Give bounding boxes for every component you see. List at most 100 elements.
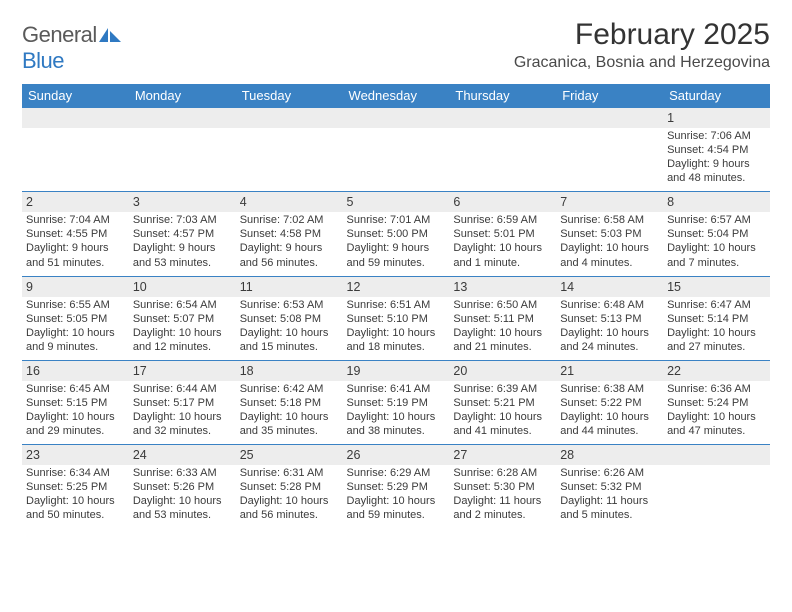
month-title: February 2025 (514, 18, 770, 52)
day-info-line: and 29 minutes. (26, 424, 125, 438)
day-body-cell (22, 128, 129, 192)
day-info-line: and 56 minutes. (240, 256, 339, 270)
day-info-line: Sunset: 5:07 PM (133, 312, 232, 326)
day-info-line: Sunrise: 6:48 AM (560, 298, 659, 312)
day-info-line: Sunrise: 6:26 AM (560, 466, 659, 480)
day-info-line: Sunrise: 6:50 AM (453, 298, 552, 312)
weekday-header: Tuesday (236, 84, 343, 108)
day-info-line: Daylight: 10 hours (26, 410, 125, 424)
day-number (449, 108, 556, 125)
day-info-line: Sunset: 5:24 PM (667, 396, 766, 410)
day-number: 7 (556, 192, 663, 212)
day-body-cell: Sunrise: 6:50 AMSunset: 5:11 PMDaylight:… (449, 297, 556, 361)
day-number: 12 (343, 277, 450, 297)
day-info-line: Daylight: 10 hours (133, 326, 232, 340)
day-info-line: and 56 minutes. (240, 508, 339, 522)
day-info-line: Sunrise: 6:55 AM (26, 298, 125, 312)
day-info-line: Sunrise: 6:33 AM (133, 466, 232, 480)
day-info-line: Daylight: 10 hours (453, 241, 552, 255)
day-info-line: Sunset: 5:19 PM (347, 396, 446, 410)
day-info-line: Sunrise: 6:45 AM (26, 382, 125, 396)
day-body: Sunrise: 6:26 AMSunset: 5:32 PMDaylight:… (556, 465, 663, 528)
calendar-week-body-row: Sunrise: 6:34 AMSunset: 5:25 PMDaylight:… (22, 465, 770, 528)
day-body-cell: Sunrise: 6:36 AMSunset: 5:24 PMDaylight:… (663, 381, 770, 445)
day-body-cell: Sunrise: 7:06 AMSunset: 4:54 PMDaylight:… (663, 128, 770, 192)
day-info-line: and 51 minutes. (26, 256, 125, 270)
day-body-cell: Sunrise: 6:51 AMSunset: 5:10 PMDaylight:… (343, 297, 450, 361)
day-info-line: and 2 minutes. (453, 508, 552, 522)
brand-word-2: Blue (22, 48, 64, 73)
day-number: 26 (343, 445, 450, 465)
day-body: Sunrise: 6:57 AMSunset: 5:04 PMDaylight:… (663, 212, 770, 275)
day-number: 20 (449, 361, 556, 381)
day-info-line: Daylight: 10 hours (347, 494, 446, 508)
day-number: 16 (22, 361, 129, 381)
day-info-line: Sunset: 5:18 PM (240, 396, 339, 410)
day-number-cell: 18 (236, 360, 343, 381)
day-number-cell: 10 (129, 276, 236, 297)
day-body-cell (663, 465, 770, 528)
day-info-line: Daylight: 11 hours (560, 494, 659, 508)
day-number-cell (343, 108, 450, 129)
day-body-cell (236, 128, 343, 192)
day-info-line: and 15 minutes. (240, 340, 339, 354)
day-info-line: Daylight: 10 hours (133, 494, 232, 508)
day-info-line: Daylight: 10 hours (240, 326, 339, 340)
day-number-cell (22, 108, 129, 129)
day-body-cell (556, 128, 663, 192)
day-body: Sunrise: 7:03 AMSunset: 4:57 PMDaylight:… (129, 212, 236, 275)
day-number-cell: 25 (236, 445, 343, 466)
day-body: Sunrise: 6:50 AMSunset: 5:11 PMDaylight:… (449, 297, 556, 360)
day-info-line: Sunrise: 6:53 AM (240, 298, 339, 312)
day-info-line: Daylight: 9 hours (667, 157, 766, 171)
day-info-line: and 4 minutes. (560, 256, 659, 270)
day-info-line: Daylight: 10 hours (347, 410, 446, 424)
day-body: Sunrise: 6:53 AMSunset: 5:08 PMDaylight:… (236, 297, 343, 360)
day-info-line: Sunset: 4:55 PM (26, 227, 125, 241)
day-number: 14 (556, 277, 663, 297)
weekday-header: Sunday (22, 84, 129, 108)
day-number: 3 (129, 192, 236, 212)
day-info-line: Daylight: 10 hours (240, 410, 339, 424)
day-info-line: Daylight: 10 hours (560, 326, 659, 340)
day-number (236, 108, 343, 125)
day-body: Sunrise: 6:59 AMSunset: 5:01 PMDaylight:… (449, 212, 556, 275)
day-info-line: and 53 minutes. (133, 256, 232, 270)
day-info-line: and 59 minutes. (347, 256, 446, 270)
day-body-cell: Sunrise: 6:31 AMSunset: 5:28 PMDaylight:… (236, 465, 343, 528)
day-info-line: and 48 minutes. (667, 171, 766, 185)
day-body: Sunrise: 6:58 AMSunset: 5:03 PMDaylight:… (556, 212, 663, 275)
day-number-cell (129, 108, 236, 129)
day-info-line: Daylight: 10 hours (240, 494, 339, 508)
day-body: Sunrise: 6:45 AMSunset: 5:15 PMDaylight:… (22, 381, 129, 444)
day-info-line: Sunrise: 6:54 AM (133, 298, 232, 312)
day-number: 24 (129, 445, 236, 465)
calendar-week-daynum-row: 9101112131415 (22, 276, 770, 297)
day-info-line: Sunset: 5:28 PM (240, 480, 339, 494)
day-body-cell (449, 128, 556, 192)
day-number-cell: 4 (236, 192, 343, 213)
day-info-line: Daylight: 10 hours (453, 326, 552, 340)
day-number-cell: 2 (22, 192, 129, 213)
day-body: Sunrise: 6:34 AMSunset: 5:25 PMDaylight:… (22, 465, 129, 528)
day-info-line: Sunset: 5:29 PM (347, 480, 446, 494)
day-info-line: and 9 minutes. (26, 340, 125, 354)
brand-logo: General Blue (22, 18, 121, 74)
day-info-line: Sunrise: 6:42 AM (240, 382, 339, 396)
day-info-line: Daylight: 10 hours (133, 410, 232, 424)
weekday-header: Thursday (449, 84, 556, 108)
day-body-cell (343, 128, 450, 192)
day-info-line: and 24 minutes. (560, 340, 659, 354)
day-number-cell: 19 (343, 360, 450, 381)
day-number-cell: 5 (343, 192, 450, 213)
day-number-cell: 11 (236, 276, 343, 297)
day-body: Sunrise: 6:54 AMSunset: 5:07 PMDaylight:… (129, 297, 236, 360)
calendar-week-daynum-row: 232425262728 (22, 445, 770, 466)
sail-icon (99, 22, 121, 48)
day-body-cell: Sunrise: 6:41 AMSunset: 5:19 PMDaylight:… (343, 381, 450, 445)
title-block: February 2025 Gracanica, Bosnia and Herz… (514, 18, 770, 72)
day-info-line: Sunset: 5:04 PM (667, 227, 766, 241)
day-info-line: and 44 minutes. (560, 424, 659, 438)
day-info-line: Sunset: 5:30 PM (453, 480, 552, 494)
calendar-week-body-row: Sunrise: 7:04 AMSunset: 4:55 PMDaylight:… (22, 212, 770, 276)
